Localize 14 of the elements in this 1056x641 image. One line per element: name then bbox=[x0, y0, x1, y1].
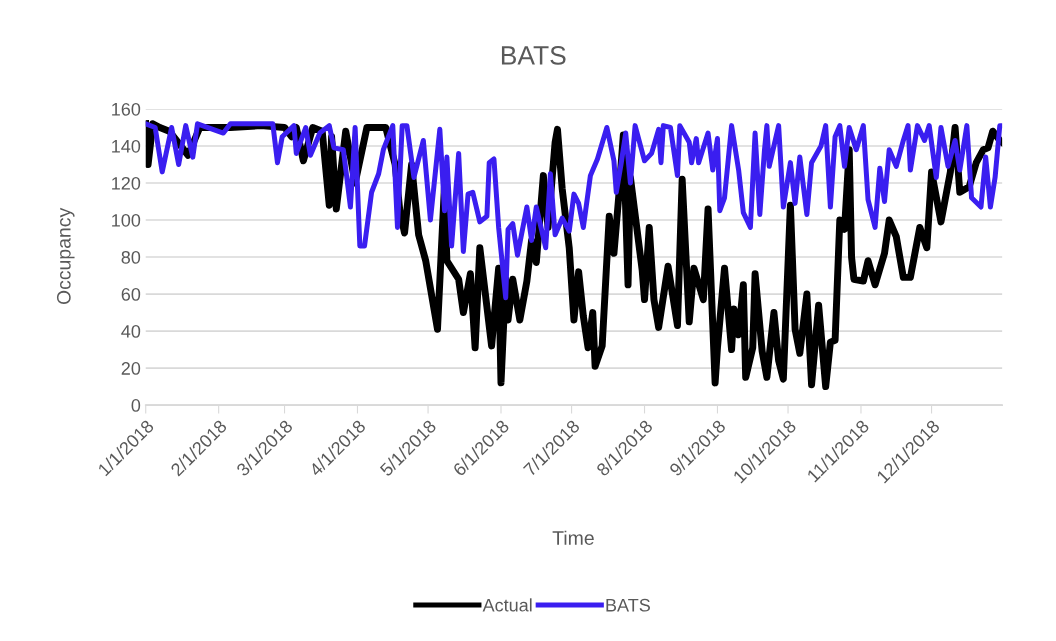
y-tick-label: 80 bbox=[121, 250, 141, 264]
y-tick-label: 20 bbox=[121, 362, 141, 375]
legend-label: BATS bbox=[606, 598, 650, 612]
y-axis-title: Occupancy bbox=[56, 207, 75, 305]
chart-title: BATS bbox=[501, 46, 566, 65]
y-tick-label: 60 bbox=[121, 287, 141, 301]
y-tick-label: 140 bbox=[112, 139, 141, 153]
y-tick-label: 40 bbox=[121, 325, 141, 338]
y-tick-label: 0 bbox=[131, 399, 141, 412]
y-tick-label: 120 bbox=[112, 176, 141, 190]
x-axis-title: Time bbox=[552, 530, 594, 545]
y-tick-label: 160 bbox=[112, 102, 141, 116]
legend-label: Actual bbox=[482, 598, 532, 612]
y-tick-label: 100 bbox=[112, 213, 141, 227]
